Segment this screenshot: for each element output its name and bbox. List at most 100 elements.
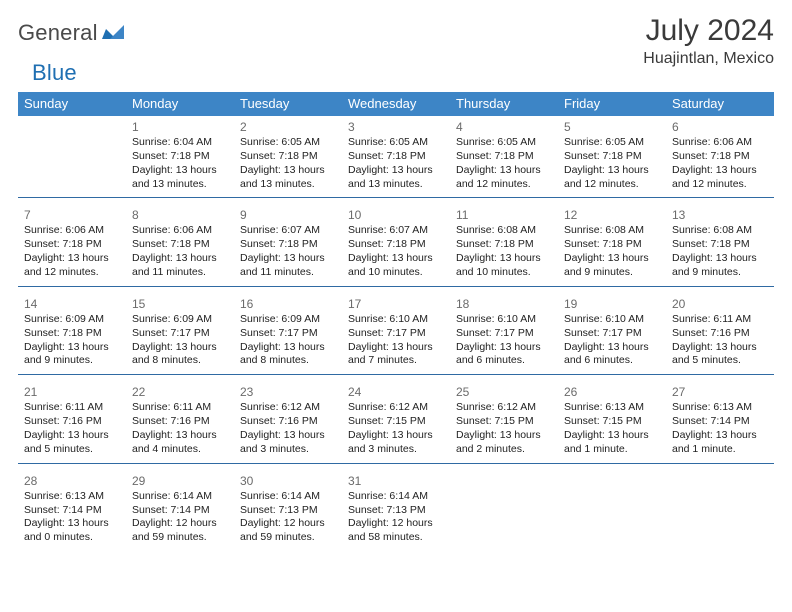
daylight-2: and 8 minutes. xyxy=(240,354,336,368)
daylight-2: and 5 minutes. xyxy=(24,443,120,457)
day-number: 5 xyxy=(564,119,660,134)
daylight-1: Daylight: 13 hours xyxy=(672,252,768,266)
dow-thursday: Thursday xyxy=(450,92,558,116)
daylight-2: and 3 minutes. xyxy=(348,443,444,457)
day-cell xyxy=(18,116,126,197)
location: Huajintlan, Mexico xyxy=(643,50,774,68)
daylight-1: Daylight: 13 hours xyxy=(456,252,552,266)
sunset: Sunset: 7:17 PM xyxy=(240,327,336,341)
daylight-1: Daylight: 13 hours xyxy=(24,252,120,266)
day-number: 23 xyxy=(240,384,336,399)
day-cell: 19Sunrise: 6:10 AMSunset: 7:17 PMDayligh… xyxy=(558,293,666,374)
sunset: Sunset: 7:18 PM xyxy=(24,327,120,341)
day-cell xyxy=(558,470,666,551)
dow-friday: Friday xyxy=(558,92,666,116)
week-row: 14Sunrise: 6:09 AMSunset: 7:18 PMDayligh… xyxy=(18,293,774,375)
daylight-2: and 13 minutes. xyxy=(132,178,228,192)
day-number: 16 xyxy=(240,296,336,311)
day-cell: 14Sunrise: 6:09 AMSunset: 7:18 PMDayligh… xyxy=(18,293,126,374)
day-cell: 15Sunrise: 6:09 AMSunset: 7:17 PMDayligh… xyxy=(126,293,234,374)
sunset: Sunset: 7:15 PM xyxy=(564,415,660,429)
day-number xyxy=(564,473,660,474)
day-number: 13 xyxy=(672,207,768,222)
sunset: Sunset: 7:13 PM xyxy=(348,504,444,518)
dow-wednesday: Wednesday xyxy=(342,92,450,116)
sunrise: Sunrise: 6:09 AM xyxy=(240,313,336,327)
sunset: Sunset: 7:18 PM xyxy=(348,238,444,252)
day-number: 25 xyxy=(456,384,552,399)
day-cell: 8Sunrise: 6:06 AMSunset: 7:18 PMDaylight… xyxy=(126,204,234,285)
day-cell: 18Sunrise: 6:10 AMSunset: 7:17 PMDayligh… xyxy=(450,293,558,374)
day-number: 3 xyxy=(348,119,444,134)
daylight-1: Daylight: 13 hours xyxy=(672,164,768,178)
day-number: 2 xyxy=(240,119,336,134)
daylight-2: and 12 minutes. xyxy=(564,178,660,192)
daylight-2: and 1 minute. xyxy=(672,443,768,457)
sunrise: Sunrise: 6:14 AM xyxy=(132,490,228,504)
day-number xyxy=(24,119,120,120)
daylight-1: Daylight: 13 hours xyxy=(240,429,336,443)
dow-row: Sunday Monday Tuesday Wednesday Thursday… xyxy=(18,92,774,116)
sunrise: Sunrise: 6:07 AM xyxy=(348,224,444,238)
sunrise: Sunrise: 6:10 AM xyxy=(348,313,444,327)
sunrise: Sunrise: 6:12 AM xyxy=(456,401,552,415)
sunrise: Sunrise: 6:05 AM xyxy=(564,136,660,150)
daylight-1: Daylight: 13 hours xyxy=(564,252,660,266)
day-cell: 1Sunrise: 6:04 AMSunset: 7:18 PMDaylight… xyxy=(126,116,234,197)
daylight-1: Daylight: 13 hours xyxy=(24,341,120,355)
daylight-1: Daylight: 13 hours xyxy=(240,341,336,355)
day-number: 1 xyxy=(132,119,228,134)
weeks-container: 1Sunrise: 6:04 AMSunset: 7:18 PMDaylight… xyxy=(18,116,774,551)
day-cell xyxy=(666,470,774,551)
week-row: 28Sunrise: 6:13 AMSunset: 7:14 PMDayligh… xyxy=(18,470,774,551)
sunrise: Sunrise: 6:08 AM xyxy=(456,224,552,238)
sunset: Sunset: 7:18 PM xyxy=(348,150,444,164)
day-cell: 21Sunrise: 6:11 AMSunset: 7:16 PMDayligh… xyxy=(18,381,126,462)
day-number: 7 xyxy=(24,207,120,222)
day-cell xyxy=(450,470,558,551)
day-number: 24 xyxy=(348,384,444,399)
day-number: 12 xyxy=(564,207,660,222)
daylight-1: Daylight: 13 hours xyxy=(348,164,444,178)
sunrise: Sunrise: 6:11 AM xyxy=(672,313,768,327)
daylight-1: Daylight: 13 hours xyxy=(132,341,228,355)
daylight-2: and 13 minutes. xyxy=(348,178,444,192)
sunset: Sunset: 7:17 PM xyxy=(348,327,444,341)
daylight-2: and 8 minutes. xyxy=(132,354,228,368)
daylight-1: Daylight: 12 hours xyxy=(240,517,336,531)
daylight-2: and 0 minutes. xyxy=(24,531,120,545)
daylight-1: Daylight: 13 hours xyxy=(564,429,660,443)
day-cell: 10Sunrise: 6:07 AMSunset: 7:18 PMDayligh… xyxy=(342,204,450,285)
day-number: 31 xyxy=(348,473,444,488)
day-cell: 11Sunrise: 6:08 AMSunset: 7:18 PMDayligh… xyxy=(450,204,558,285)
day-number: 11 xyxy=(456,207,552,222)
daylight-2: and 10 minutes. xyxy=(348,266,444,280)
daylight-1: Daylight: 13 hours xyxy=(348,341,444,355)
daylight-2: and 7 minutes. xyxy=(348,354,444,368)
sunset: Sunset: 7:14 PM xyxy=(132,504,228,518)
day-number: 29 xyxy=(132,473,228,488)
daylight-1: Daylight: 13 hours xyxy=(672,341,768,355)
day-cell: 22Sunrise: 6:11 AMSunset: 7:16 PMDayligh… xyxy=(126,381,234,462)
sunrise: Sunrise: 6:10 AM xyxy=(456,313,552,327)
day-number: 21 xyxy=(24,384,120,399)
dow-saturday: Saturday xyxy=(666,92,774,116)
sunset: Sunset: 7:15 PM xyxy=(348,415,444,429)
day-cell: 2Sunrise: 6:05 AMSunset: 7:18 PMDaylight… xyxy=(234,116,342,197)
sunrise: Sunrise: 6:06 AM xyxy=(24,224,120,238)
day-cell: 30Sunrise: 6:14 AMSunset: 7:13 PMDayligh… xyxy=(234,470,342,551)
sunset: Sunset: 7:18 PM xyxy=(240,150,336,164)
sunset: Sunset: 7:18 PM xyxy=(672,238,768,252)
sunset: Sunset: 7:18 PM xyxy=(564,238,660,252)
day-cell: 16 Sunrise: 6:09 AMSunset: 7:17 PMDayligh… xyxy=(234,293,342,374)
brand-blue: Blue xyxy=(32,60,77,86)
dow-monday: Monday xyxy=(126,92,234,116)
sunset: Sunset: 7:16 PM xyxy=(132,415,228,429)
brand-gray: General xyxy=(18,20,98,46)
day-cell: 20Sunrise: 6:11 AMSunset: 7:16 PMDayligh… xyxy=(666,293,774,374)
day-number: 15 xyxy=(132,296,228,311)
sunset: Sunset: 7:16 PM xyxy=(672,327,768,341)
sunrise: Sunrise: 6:10 AM xyxy=(564,313,660,327)
day-number: 19 xyxy=(564,296,660,311)
day-number: 14 xyxy=(24,296,120,311)
